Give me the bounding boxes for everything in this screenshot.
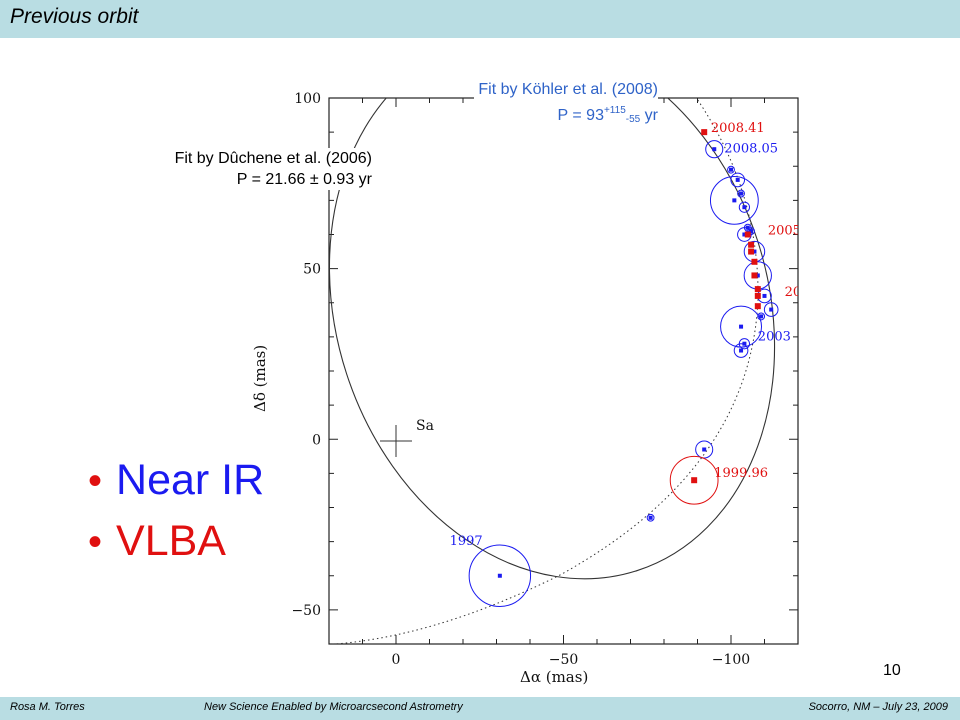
bullet-vlba: • VLBA bbox=[88, 517, 226, 565]
vlba-point bbox=[748, 241, 755, 248]
duchene-fit-label: Fit by Dûchene et al. (2006) bbox=[174, 150, 372, 167]
epoch-label: 2008.41 bbox=[711, 121, 765, 136]
duchene-fit-annotation: Fit by Dûchene et al. (2006) P = 21.66 ±… bbox=[170, 148, 372, 190]
nearir-error-circle bbox=[757, 312, 766, 321]
sa-label: Sa bbox=[416, 418, 434, 434]
nearir-point bbox=[702, 447, 707, 452]
duchene-period: P = 21.66 ± 0.93 yr bbox=[236, 171, 372, 188]
kohler-fit-label: Fit by Köhler et al. (2008) bbox=[478, 81, 658, 98]
nearir-point bbox=[749, 229, 754, 234]
duchene-orbit-curve bbox=[329, 98, 776, 580]
y-tick-label: 0 bbox=[312, 432, 321, 448]
nearir-point bbox=[729, 167, 733, 172]
nearir-error-circle bbox=[709, 175, 759, 225]
page-number: 10 bbox=[883, 662, 901, 679]
bullet-dot-icon: • bbox=[88, 520, 103, 564]
nearir-point bbox=[759, 314, 764, 319]
nearir-error-circle bbox=[738, 338, 751, 350]
nearir-error-circle bbox=[727, 165, 735, 174]
nearir-point bbox=[742, 232, 747, 237]
footer-talk-title: New Science Enabled by Microarcsecond As… bbox=[204, 701, 463, 713]
nearir-point bbox=[739, 324, 744, 329]
nearir-point bbox=[712, 147, 717, 152]
nearir-point bbox=[497, 573, 502, 578]
nearir-point bbox=[739, 191, 744, 196]
vlba-point bbox=[748, 248, 755, 255]
vlba-point bbox=[751, 272, 758, 279]
nearir-error-circle bbox=[733, 343, 749, 358]
x-tick-label: 0 bbox=[392, 652, 401, 668]
vlba-point bbox=[754, 303, 761, 310]
nearir-error-circle bbox=[743, 223, 752, 232]
epoch-label: 2008.05 bbox=[724, 142, 778, 157]
sa-reference-cross bbox=[380, 425, 412, 457]
y-tick-label: 50 bbox=[303, 262, 321, 278]
nearir-point bbox=[742, 205, 747, 210]
nearir-error-circle bbox=[730, 172, 746, 188]
x-tick-label: −50 bbox=[549, 652, 579, 668]
y-tick-label: −50 bbox=[291, 603, 321, 619]
epoch-label: 2003.7 bbox=[785, 285, 831, 300]
x-axis-label: Δα (mas) bbox=[520, 668, 588, 686]
nearir-error-circle bbox=[763, 302, 779, 317]
nearir-point bbox=[742, 341, 747, 346]
nearir-point bbox=[755, 273, 760, 278]
vlba-point bbox=[691, 477, 698, 484]
x-tick-label: −100 bbox=[712, 652, 750, 668]
nearir-error-circle bbox=[468, 544, 532, 607]
vlba-point bbox=[744, 231, 751, 238]
epoch-label: 2003 bbox=[758, 329, 791, 344]
y-tick-label: 100 bbox=[294, 91, 321, 107]
epoch-label: 1997 bbox=[450, 534, 483, 549]
nearir-error-circle bbox=[737, 189, 745, 198]
nearir-error-circle bbox=[720, 305, 763, 348]
bullet-near-ir: • Near IR bbox=[88, 456, 265, 504]
kohler-fit-annotation: Fit by Köhler et al. (2008) P = 93+115-5… bbox=[474, 79, 658, 130]
nearir-error-circle bbox=[738, 201, 751, 213]
nearir-point bbox=[739, 348, 744, 353]
nearir-point bbox=[732, 198, 737, 203]
vlba-point bbox=[751, 258, 758, 265]
footer-author: Rosa M. Torres bbox=[10, 701, 85, 713]
nearir-point bbox=[762, 293, 767, 298]
nearir-point bbox=[745, 225, 750, 230]
nearir-point bbox=[648, 515, 653, 520]
kohler-orbit-curve bbox=[329, 98, 759, 644]
vlba-point bbox=[754, 292, 761, 299]
nearir-error-circle bbox=[705, 140, 724, 159]
vlba-point bbox=[754, 286, 761, 293]
vlba-error-circle bbox=[669, 455, 719, 505]
footer-bar bbox=[0, 697, 960, 720]
epoch-label: 1999.96 bbox=[714, 466, 768, 481]
slide-title: Previous orbit bbox=[10, 5, 139, 28]
y-axis-label: Δδ (mas) bbox=[251, 345, 269, 412]
nearir-point bbox=[769, 307, 774, 312]
nearir-error-circle bbox=[646, 513, 655, 522]
footer-venue-date: Socorro, NM – July 23, 2009 bbox=[808, 701, 948, 713]
bullet-dot-icon: • bbox=[88, 459, 103, 503]
bullet-list: • Near IR • VLBA bbox=[88, 450, 264, 572]
nearir-point bbox=[735, 177, 740, 182]
plot-frame bbox=[328, 97, 799, 645]
epoch-label: 2005.5 bbox=[768, 224, 814, 239]
header-bar bbox=[0, 0, 960, 38]
nearir-point bbox=[752, 249, 757, 254]
kohler-period: P = 93+115-55 yr bbox=[557, 105, 658, 125]
vlba-point bbox=[701, 129, 708, 136]
